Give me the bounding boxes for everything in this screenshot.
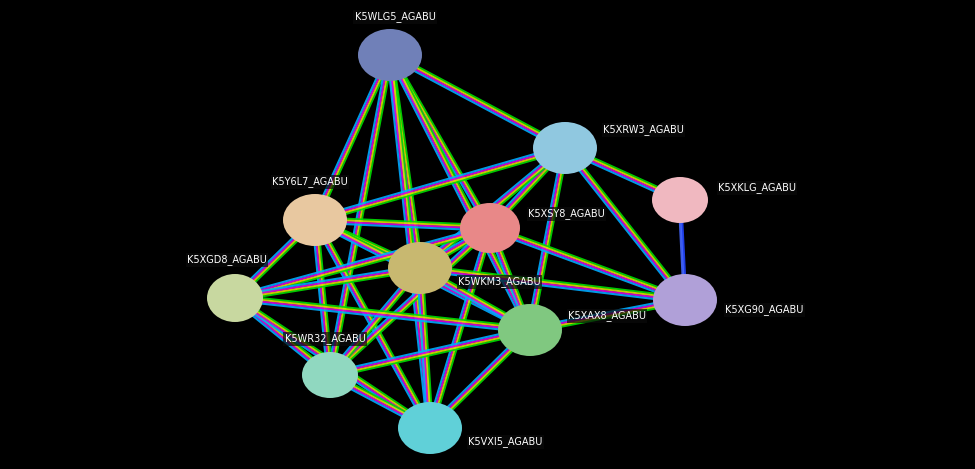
Ellipse shape [388, 242, 452, 294]
Ellipse shape [398, 402, 462, 454]
Ellipse shape [302, 352, 358, 398]
Ellipse shape [358, 29, 422, 81]
Text: K5XG90_AGABU: K5XG90_AGABU [725, 304, 803, 316]
Ellipse shape [460, 203, 520, 253]
Text: K5VXI5_AGABU: K5VXI5_AGABU [468, 437, 542, 447]
Text: K5XSY8_AGABU: K5XSY8_AGABU [528, 209, 604, 219]
Ellipse shape [653, 274, 717, 326]
Text: K5XAX8_AGABU: K5XAX8_AGABU [568, 310, 646, 321]
Text: K5XGD8_AGABU: K5XGD8_AGABU [187, 255, 267, 265]
Ellipse shape [533, 122, 597, 174]
Text: K5WLG5_AGABU: K5WLG5_AGABU [355, 12, 436, 23]
Text: K5XRW3_AGABU: K5XRW3_AGABU [603, 125, 683, 136]
Ellipse shape [207, 274, 263, 322]
Text: K5WKM3_AGABU: K5WKM3_AGABU [458, 277, 540, 287]
Ellipse shape [498, 304, 562, 356]
Text: K5WR32_AGABU: K5WR32_AGABU [285, 333, 366, 344]
Ellipse shape [652, 177, 708, 223]
Text: K5XKLG_AGABU: K5XKLG_AGABU [718, 182, 796, 193]
Ellipse shape [283, 194, 347, 246]
Text: K5Y6L7_AGABU: K5Y6L7_AGABU [272, 176, 348, 188]
